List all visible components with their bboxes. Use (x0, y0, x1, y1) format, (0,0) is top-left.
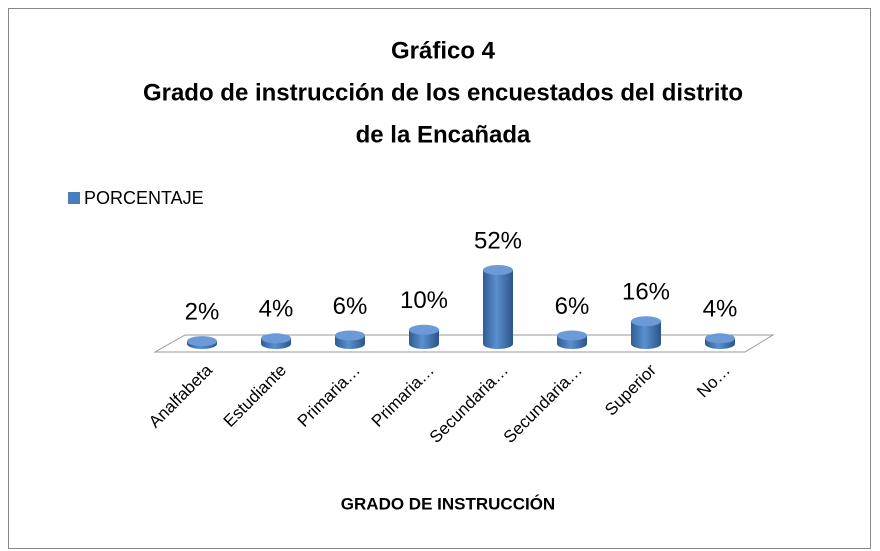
bar-top (705, 333, 735, 344)
bar-body (631, 321, 661, 349)
bar-body (409, 329, 439, 349)
value-label: 16% (622, 279, 670, 306)
value-label: 4% (259, 296, 294, 323)
chart-title: de la Encañada (356, 121, 531, 148)
chart-title: Gráfico 4 (391, 37, 496, 64)
bar (187, 336, 217, 349)
bar-top (557, 330, 587, 341)
value-label: 4% (703, 296, 738, 323)
bar-top (335, 330, 365, 341)
bar (409, 324, 439, 349)
bar (631, 316, 661, 349)
bar-top (409, 324, 439, 335)
bar (261, 333, 291, 349)
legend-swatch (68, 192, 80, 204)
value-label: 6% (333, 293, 368, 320)
bar (557, 330, 587, 349)
legend-label: PORCENTAJE (84, 188, 204, 208)
x-axis-label: GRADO DE INSTRUCCIÓN (341, 494, 555, 513)
bar-top (261, 333, 291, 344)
value-label: 6% (555, 293, 590, 320)
bar-top (483, 265, 513, 275)
value-label: 10% (400, 287, 448, 314)
chart-title: Grado de instrucción de los encuestados … (143, 79, 743, 106)
chart-frame (8, 8, 871, 549)
bar-top (631, 316, 661, 327)
bar (705, 333, 735, 349)
bar (483, 265, 513, 349)
value-label: 2% (185, 298, 220, 325)
floor (153, 334, 775, 353)
value-label: 52% (474, 227, 522, 254)
bar-body (483, 270, 513, 349)
bar-top (187, 336, 217, 347)
bar (335, 330, 365, 349)
